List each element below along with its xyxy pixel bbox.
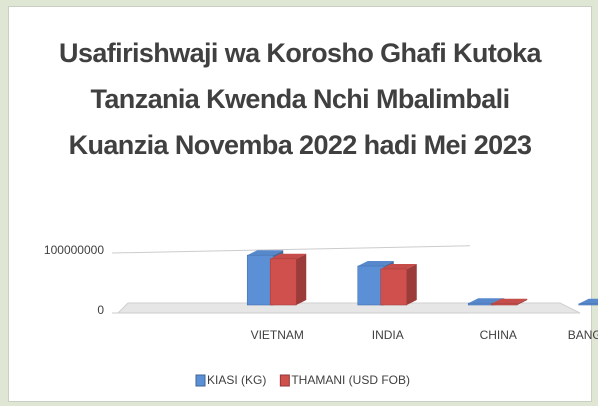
bar-face — [578, 298, 598, 304]
legend-label: THAMANI (USD FOB) — [291, 373, 410, 387]
bar-face — [296, 253, 307, 305]
chart-panel — [8, 6, 592, 402]
bar-face — [246, 254, 274, 306]
bar-face — [467, 302, 495, 306]
legend-swatch — [279, 374, 290, 387]
bar-face — [490, 303, 518, 306]
bar-face — [247, 250, 284, 256]
x-tick-label: BANGLADESH — [568, 328, 598, 342]
bar — [490, 298, 528, 306]
bar-face — [578, 303, 598, 306]
bar-face — [269, 258, 297, 306]
x-tick-label: INDIA — [372, 328, 404, 342]
bar — [269, 253, 307, 306]
legend-swatch — [195, 374, 206, 387]
bar-face — [357, 261, 394, 266]
x-tick-label: CHINA — [480, 328, 517, 342]
bar — [578, 298, 598, 306]
bar-face — [406, 264, 417, 305]
bar-face — [357, 265, 385, 306]
bar — [380, 264, 417, 306]
legend-label: KIASI (KG) — [207, 373, 266, 387]
bar-face — [270, 253, 307, 259]
chart-title: Usafirishwaji wa Korosho Ghafi Kutoka Ta… — [59, 38, 541, 160]
bar-face — [380, 264, 417, 269]
y-tick-label: 0 — [97, 303, 104, 317]
y-tick-label: 100000000 — [44, 243, 104, 257]
grid-line — [111, 245, 471, 254]
bar-face — [517, 298, 528, 305]
bar-face — [380, 268, 408, 306]
x-tick-label: VIETNAM — [251, 328, 304, 342]
bar-face — [491, 298, 528, 304]
